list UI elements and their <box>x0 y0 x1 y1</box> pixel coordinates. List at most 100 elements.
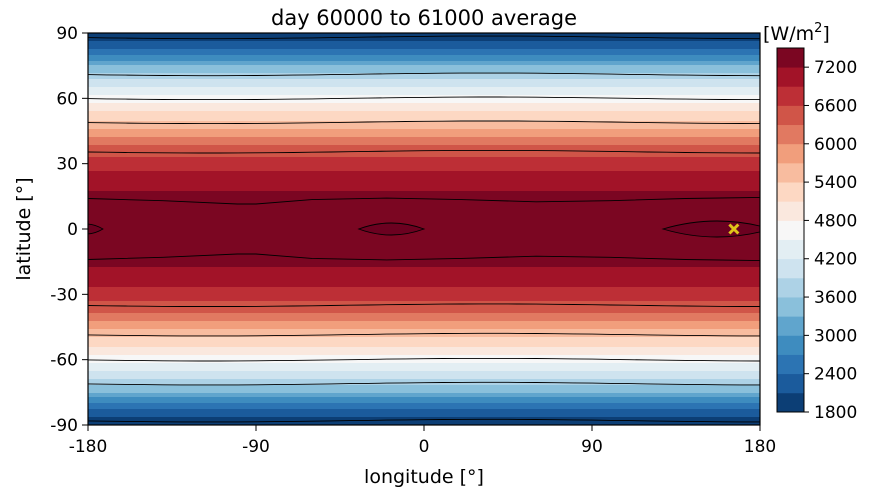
heatmap-band <box>88 283 760 286</box>
colorbar-frame <box>776 47 805 413</box>
heatmap-band <box>88 207 760 210</box>
colorbar-band <box>777 67 804 87</box>
heatmap-band <box>88 159 760 162</box>
heatmap-band <box>88 245 760 248</box>
colorbar-ticks: 1800 2400 3000 3600 4200 4800 5400 6000 6600 7200 <box>804 58 857 423</box>
heatmap-band <box>88 423 760 425</box>
heatmap-band <box>88 241 760 244</box>
heatmap-band <box>88 255 760 258</box>
contour-maximum <box>357 222 426 236</box>
contour-line <box>88 149 760 154</box>
heatmap-band <box>88 239 760 242</box>
heatmap-band <box>88 405 760 408</box>
heatmap-band <box>88 117 760 120</box>
colorbar-band <box>777 201 804 221</box>
heatmap-band <box>88 375 760 378</box>
heatmap-band <box>88 409 760 412</box>
heatmap-band <box>88 399 760 402</box>
x-tick-label: -90 <box>242 437 270 457</box>
heatmap-band <box>88 397 760 400</box>
heatmap-band <box>88 377 760 380</box>
heatmap-band <box>88 65 760 68</box>
heatmap-band <box>88 133 760 136</box>
heatmap-band <box>88 257 760 260</box>
heatmap-band <box>88 359 760 362</box>
heatmap-band <box>88 339 760 342</box>
heatmap-plot-area <box>87 32 761 426</box>
heatmap-band <box>88 197 760 200</box>
contour-line <box>88 196 760 205</box>
heatmap-band <box>88 221 760 224</box>
heatmap-band <box>88 209 760 212</box>
heatmap-band <box>88 265 760 268</box>
x-axis: -180 -90 0 90 180 <box>69 425 776 457</box>
heatmap-band <box>88 345 760 348</box>
heatmap-band <box>88 227 760 230</box>
heatmap-band <box>88 419 760 422</box>
heatmap-band <box>88 293 760 296</box>
heatmap-band <box>88 389 760 392</box>
heatmap-band <box>88 407 760 410</box>
x-tick-label: 180 <box>744 437 776 457</box>
heatmap-band <box>88 123 760 126</box>
heatmap-band <box>88 323 760 326</box>
heatmap-band <box>88 95 760 98</box>
heatmap-band <box>88 173 760 176</box>
heatmap-band <box>88 279 760 282</box>
heatmap-band <box>88 203 760 206</box>
heatmap-band <box>88 391 760 394</box>
heatmap-band <box>88 327 760 330</box>
heatmap-band <box>88 273 760 276</box>
heatmap-band <box>88 249 760 252</box>
heatmap-band <box>88 119 760 122</box>
heatmap-band <box>88 99 760 102</box>
heatmap-band <box>88 365 760 368</box>
colorbar-band <box>777 48 804 68</box>
heatmap-band <box>88 49 760 52</box>
heatmap-band <box>88 127 760 130</box>
heatmap-band <box>88 167 760 170</box>
contour-line <box>88 381 760 386</box>
heatmap-band <box>88 271 760 274</box>
heatmap-band <box>88 337 760 340</box>
x-axis-label: longitude [°] <box>364 466 484 488</box>
heatmap-band <box>88 91 760 94</box>
heatmap-band <box>88 71 760 74</box>
heatmap-band <box>88 155 760 158</box>
heatmap-band <box>88 169 760 172</box>
heatmap-band <box>88 313 760 316</box>
colorbar: 1800 2400 3000 3600 4200 4800 5400 6000 6600 7200… <box>763 21 857 423</box>
colorbar-band <box>777 258 804 279</box>
max-marker <box>728 223 740 235</box>
colorbar-tick-label: 4200 <box>814 250 857 270</box>
heatmap-band <box>88 101 760 104</box>
heatmap-band <box>88 347 760 350</box>
heatmap-band <box>88 205 760 208</box>
y-tick-label: 0 <box>67 220 78 240</box>
heatmap-band <box>88 147 760 150</box>
heatmap-band <box>88 297 760 300</box>
heatmap-band <box>88 81 760 84</box>
heatmap-band <box>88 215 760 218</box>
colorbar-band <box>777 373 804 394</box>
colorbar-tick-label: 7200 <box>814 58 857 78</box>
heatmap-band <box>88 231 760 234</box>
colorbar-band <box>777 277 804 298</box>
heatmap-band <box>88 333 760 336</box>
heatmap-band <box>88 393 760 396</box>
heatmap-band <box>88 385 760 388</box>
heatmap-band <box>88 107 760 110</box>
y-tick-label: -90 <box>50 416 78 436</box>
heatmap-band <box>88 263 760 266</box>
heatmap-band <box>88 305 760 308</box>
heatmap-band <box>88 269 760 272</box>
contour-lines <box>88 35 760 423</box>
colorbar-band <box>777 335 804 355</box>
colorbar-band <box>777 354 804 375</box>
heatmap-band <box>88 295 760 298</box>
heatmap-band <box>88 75 760 78</box>
colorbar-tick-label: 4800 <box>814 211 857 231</box>
heatmap-band <box>88 79 760 82</box>
heatmap-band <box>88 179 760 182</box>
